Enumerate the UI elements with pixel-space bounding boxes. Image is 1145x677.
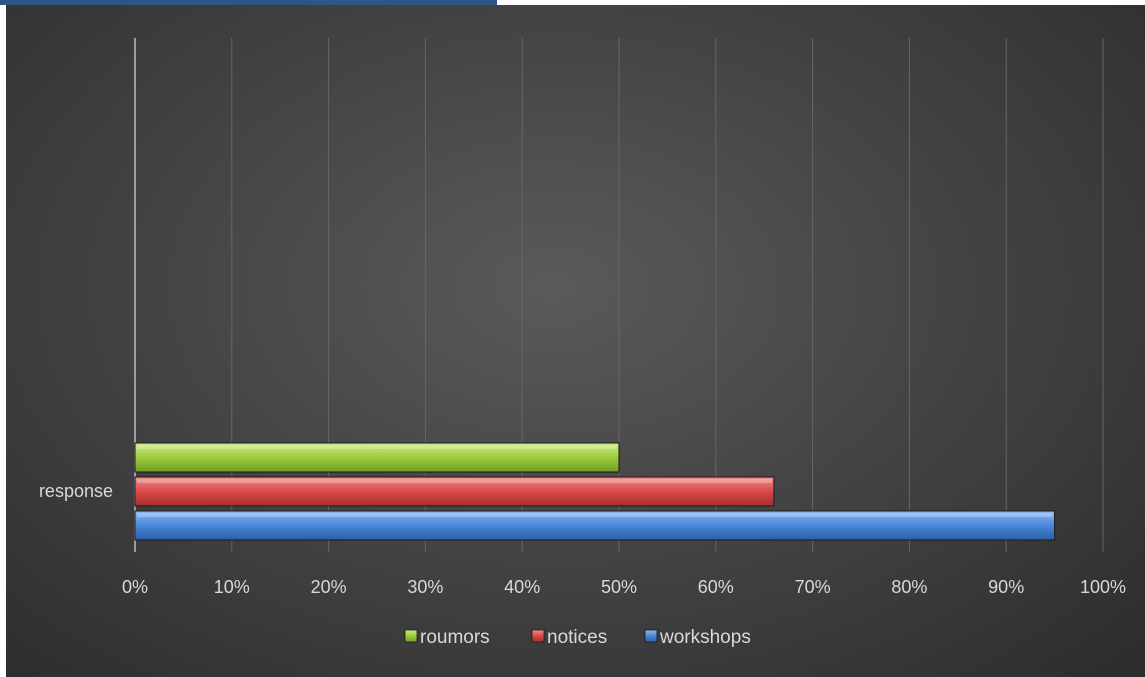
x-tick-label: 0% — [122, 577, 148, 597]
legend-swatch-workshops — [644, 629, 658, 643]
legend-label-workshops: workshops — [659, 627, 751, 648]
legend-label-roumors: roumors — [420, 627, 490, 648]
top-accent-strip — [0, 0, 497, 5]
bars — [134, 442, 1056, 541]
x-tick-label: 60% — [698, 577, 734, 597]
legend-swatch-notices — [531, 629, 545, 643]
x-tick-label: 50% — [601, 577, 637, 597]
x-tick-label: 20% — [311, 577, 347, 597]
chart-area — [6, 5, 1145, 677]
legend: roumors notices workshops — [404, 627, 751, 648]
bar-highlight — [137, 445, 617, 449]
legend-swatch-roumors — [404, 629, 418, 643]
x-tick-label: 10% — [214, 577, 250, 597]
x-tick-label: 80% — [891, 577, 927, 597]
legend-label-notices: notices — [547, 627, 607, 648]
x-tick-labels: 0% 10% 20% 30% 40% 50% 60% 70% 80% 90% 100% — [122, 577, 1126, 597]
bar-highlight — [137, 479, 772, 483]
bar-highlight — [137, 513, 1053, 517]
category-label: response — [39, 481, 113, 501]
x-tick-label: 30% — [407, 577, 443, 597]
gridlines — [134, 38, 1104, 552]
category-labels: response — [39, 481, 113, 501]
bar-roumors — [134, 442, 620, 473]
x-tick-label: 40% — [504, 577, 540, 597]
x-tick-label: 90% — [988, 577, 1024, 597]
bar-workshops — [134, 510, 1056, 541]
bar-notices — [134, 476, 775, 507]
x-tick-label: 70% — [795, 577, 831, 597]
x-tick-label: 100% — [1080, 577, 1126, 597]
